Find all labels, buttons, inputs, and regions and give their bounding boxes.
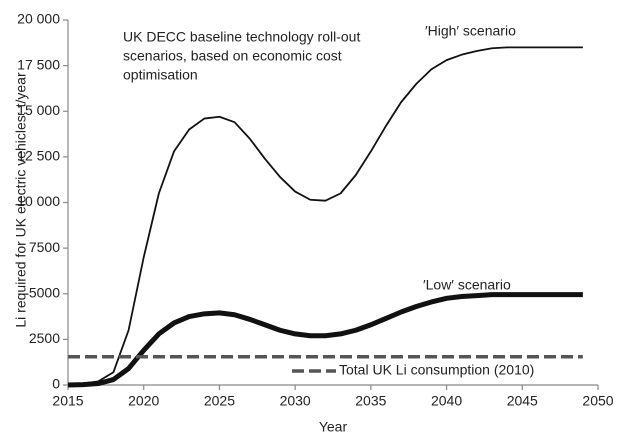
series-label: ′Low′ scenario [423,277,511,293]
y-tick-label: 5000 [29,284,60,300]
y-tick-label: 2500 [29,330,60,346]
y-tick-label: 15 000 [17,102,60,118]
annotation: UK DECC baseline technology roll-out [123,29,360,45]
x-tick-label: 2035 [355,393,386,409]
x-tick-label: 2025 [204,393,235,409]
annotation: optimisation [123,67,198,83]
series-line [67,46,583,385]
x-axis-label: Year [319,419,348,435]
x-tick-label: 2040 [431,393,462,409]
legend-label: Total UK Li consumption (2010) [339,362,534,378]
series-label: ′High′ scenario [425,23,516,39]
x-tick-label: 2050 [582,393,613,409]
annotation: scenarios, based on economic cost [123,48,342,64]
y-tick-label: 7500 [29,239,60,255]
x-tick-label: 2045 [507,393,538,409]
y-tick-label: 0 [52,376,60,392]
y-tick-label: 12 500 [17,148,60,164]
x-tick-label: 2030 [280,393,311,409]
y-tick-label: 20 000 [17,11,60,27]
x-tick-label: 2015 [52,393,83,409]
y-axis-label: Li required for UK electric vehicles: t/… [13,72,29,328]
y-tick-label: 17 500 [17,56,60,72]
series-line [67,292,583,388]
y-tick-label: 10 000 [17,193,60,209]
x-tick-label: 2020 [128,393,159,409]
